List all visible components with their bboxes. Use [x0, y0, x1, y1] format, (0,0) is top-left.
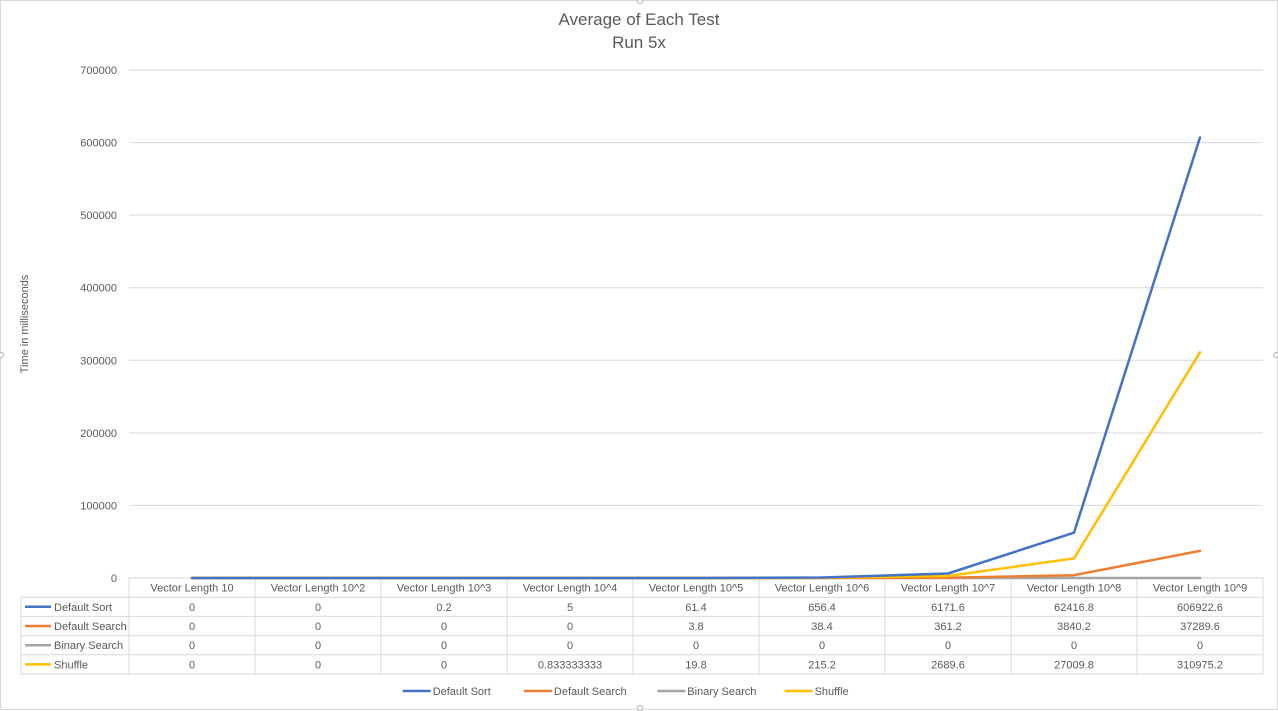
x-tick-label: Vector Length 10^6 [775, 583, 869, 595]
data-label: 0 [441, 640, 447, 652]
series-line-default-sort [190, 136, 1202, 580]
y-tick-label: 0 [111, 573, 117, 585]
data-label: 2689.6 [931, 659, 965, 671]
data-label: 0 [693, 640, 699, 652]
resize-handle-left[interactable] [0, 352, 4, 358]
y-tick-label: 500000 [80, 210, 117, 222]
series-line-default-search [190, 549, 1202, 580]
data-label: 38.4 [811, 621, 832, 633]
data-label: 0 [567, 640, 573, 652]
x-tick-label: Vector Length 10^9 [1153, 583, 1247, 595]
table-series-name: Binary Search [54, 640, 123, 652]
data-label: 361.2 [934, 621, 962, 633]
data-label: 0 [441, 659, 447, 671]
table-series-name: Shuffle [54, 659, 88, 671]
data-label: 62416.8 [1054, 602, 1094, 614]
data-label: 215.2 [808, 659, 836, 671]
data-label: 0 [945, 640, 951, 652]
data-label: 3840.2 [1057, 621, 1091, 633]
series-line-shuffle [190, 351, 1202, 580]
data-label: 0 [189, 621, 195, 633]
y-tick-label: 700000 [80, 65, 117, 77]
data-label: 0 [189, 659, 195, 671]
x-tick-label: Vector Length 10^7 [901, 583, 995, 595]
chart-subtitle-text: Run 5x [612, 33, 666, 52]
data-label: 61.4 [685, 602, 706, 614]
legend-entry: Default Search [554, 686, 627, 698]
legend-entry: Default Sort [433, 686, 491, 698]
chart-title-text: Average of Each Test [558, 10, 720, 29]
chart-title: Average of Each Test Run 5x [0, 8, 1278, 54]
data-label: 5 [567, 602, 573, 614]
y-tick-label: 200000 [80, 428, 117, 440]
data-label: 0 [1197, 640, 1203, 652]
y-tick-label: 400000 [80, 283, 117, 295]
data-label: 0 [189, 640, 195, 652]
data-label: 19.8 [685, 659, 706, 671]
data-label: 0 [1071, 640, 1077, 652]
x-tick-label: Vector Length 10^5 [649, 583, 743, 595]
resize-handle-right[interactable] [1273, 352, 1278, 358]
x-tick-label: Vector Length 10^4 [523, 583, 617, 595]
y-tick-label: 600000 [80, 138, 117, 150]
data-label: 0.2 [436, 602, 451, 614]
x-tick-label: Vector Length 10^3 [397, 583, 491, 595]
data-label: 0 [315, 602, 321, 614]
x-tick-label: Vector Length 10^2 [271, 583, 365, 595]
data-label: 0 [441, 621, 447, 633]
data-label: 3.8 [688, 621, 703, 633]
data-label: 0 [315, 659, 321, 671]
table-series-name: Default Sort [54, 602, 112, 614]
y-tick-label: 100000 [80, 500, 117, 512]
data-label: 606922.6 [1177, 602, 1223, 614]
legend-entry: Binary Search [687, 686, 756, 698]
y-tick-label: 300000 [80, 355, 117, 367]
x-tick-label: Vector Length 10 [150, 583, 233, 595]
data-label: 0 [819, 640, 825, 652]
data-label: 27009.8 [1054, 659, 1094, 671]
data-label: 37289.6 [1180, 621, 1220, 633]
data-label: 656.4 [808, 602, 836, 614]
data-label: 0 [189, 602, 195, 614]
legend-entry: Shuffle [815, 686, 849, 698]
data-label: 0 [315, 621, 321, 633]
data-label: 0.833333333 [538, 659, 602, 671]
table-series-name: Default Search [54, 621, 127, 633]
data-label: 0 [315, 640, 321, 652]
x-tick-label: Vector Length 10^8 [1027, 583, 1121, 595]
resize-handle-top[interactable] [637, 0, 643, 4]
data-label: 0 [567, 621, 573, 633]
data-label: 310975.2 [1177, 659, 1223, 671]
data-label: 6171.6 [931, 602, 965, 614]
